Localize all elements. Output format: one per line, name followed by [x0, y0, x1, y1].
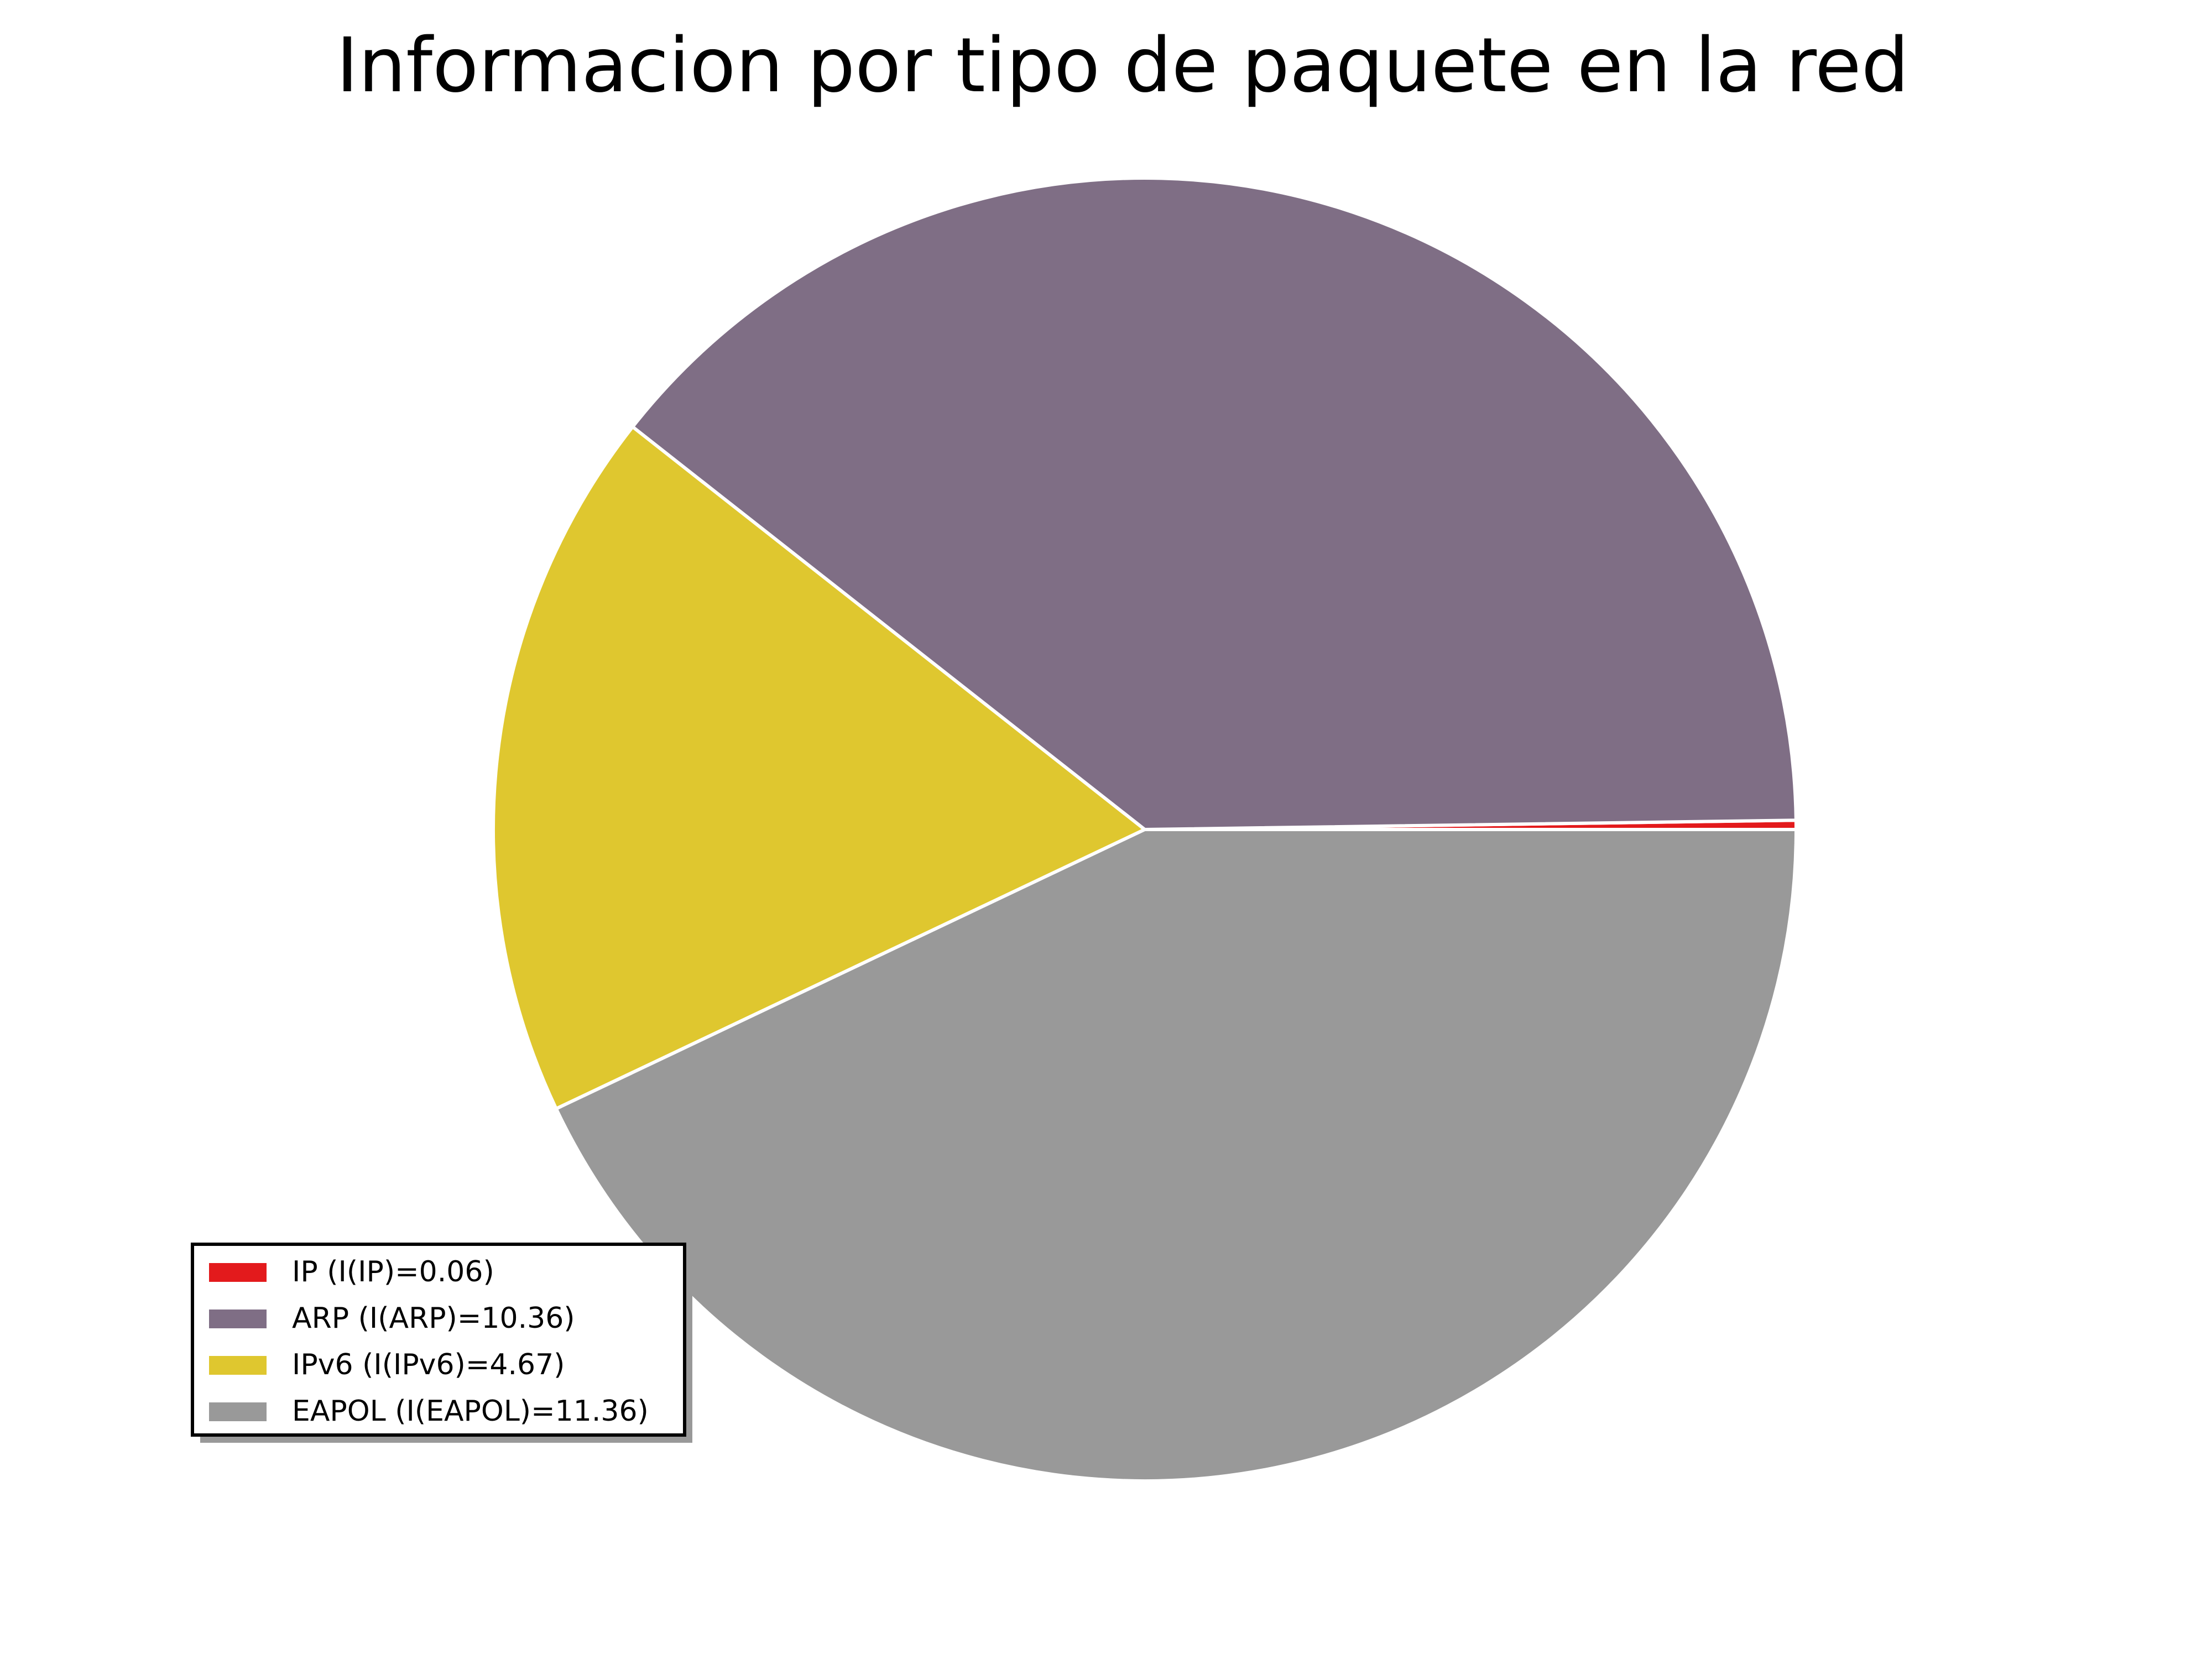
legend-label-ipv6: IPv6 (I(IPv6)=4.67) [292, 1348, 565, 1381]
pie-slice-ipv6 [492, 425, 1146, 1110]
legend-label-ip: IP (I(IP)=0.06) [292, 1255, 494, 1288]
pie-slice-arp [630, 176, 1798, 831]
legend-box [191, 1243, 686, 1437]
chart-title: Informacion por tipo de paquete en la re… [336, 22, 1909, 109]
legend-swatch-eapol [209, 1402, 267, 1421]
legend-swatch-ipv6 [209, 1356, 267, 1375]
legend-swatch-ip [209, 1263, 267, 1282]
legend-label-eapol: EAPOL (I(EAPOL)=11.36) [292, 1395, 649, 1428]
pie-slice-eapol [554, 828, 1798, 1483]
pie-wedges [492, 176, 1798, 1483]
legend-swatch-arp [209, 1310, 267, 1328]
legend-label-arp: ARP (I(ARP)=10.36) [292, 1302, 575, 1335]
legend: IP (I(IP)=0.06) ARP (I(ARP)=10.36) IPv6 (I… [191, 1243, 692, 1443]
